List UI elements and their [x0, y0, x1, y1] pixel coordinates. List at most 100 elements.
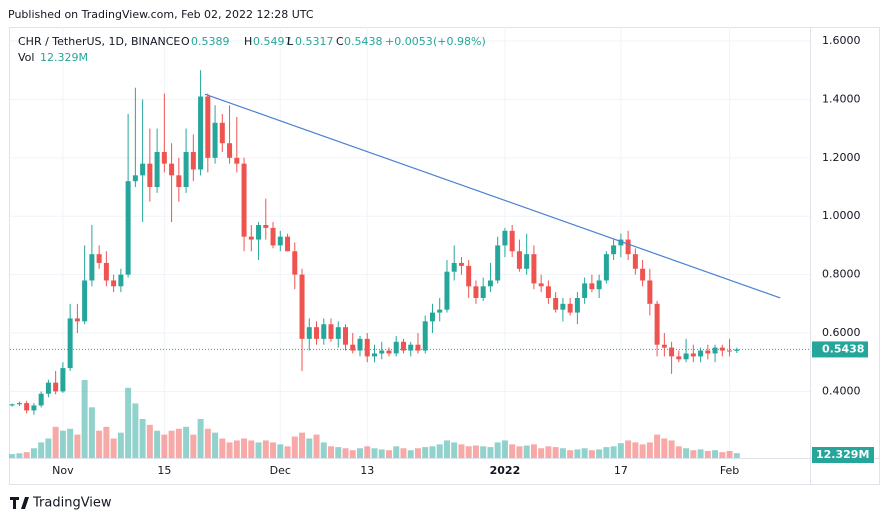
- candle-body: [400, 341, 406, 351]
- volume-bar: [81, 380, 88, 458]
- candle-body: [661, 344, 667, 348]
- volume-bar: [429, 446, 436, 458]
- x-tick-label: 17: [614, 464, 628, 477]
- candle-body: [343, 327, 349, 345]
- candle-body: [321, 324, 327, 339]
- volume-legend: Vol 12.329M: [18, 51, 88, 64]
- candle-body: [487, 280, 493, 287]
- volume-bar: [125, 387, 132, 458]
- volume-bar: [291, 436, 298, 458]
- y-tick-label: 1.6000: [822, 34, 861, 47]
- brand: TradingView: [32, 496, 112, 511]
- volume-bar: [712, 450, 719, 458]
- volume-bar: [393, 446, 400, 458]
- candle-body: [560, 303, 566, 310]
- candle-body: [357, 338, 363, 351]
- y-tick-label: 1.4000: [822, 92, 861, 105]
- candle-body: [640, 268, 646, 281]
- volume-bar: [632, 442, 639, 458]
- volume-bar: [23, 452, 30, 458]
- candle-body: [74, 318, 80, 322]
- candle-body: [328, 324, 334, 339]
- candle-body: [256, 224, 262, 240]
- brand-logo: [10, 497, 29, 509]
- volume-bar: [299, 432, 306, 458]
- volume-bar: [545, 446, 552, 458]
- candle-body: [31, 405, 37, 411]
- candle-body: [103, 262, 109, 281]
- candle-body: [53, 382, 59, 392]
- volume-bar: [451, 442, 458, 458]
- x-tick-label: Nov: [52, 464, 74, 477]
- volume-bar: [690, 450, 697, 458]
- candle-body: [676, 356, 682, 360]
- volume-bar: [567, 450, 574, 458]
- candle-body: [603, 254, 609, 281]
- x-tick-label: Dec: [270, 464, 291, 477]
- candle-body: [82, 280, 88, 322]
- volume-bar: [52, 426, 59, 458]
- candle-body: [379, 350, 385, 354]
- volume-bar: [219, 438, 226, 458]
- candle-body: [241, 163, 247, 237]
- ohlc-value: 0.5317: [295, 35, 334, 48]
- volume-bar: [385, 450, 392, 458]
- x-tick-label: 15: [157, 464, 171, 477]
- ohlc-key: H: [244, 35, 252, 48]
- volume-bar: [190, 434, 197, 458]
- candle-body: [161, 151, 167, 164]
- candle-body: [176, 175, 182, 188]
- candle-body: [690, 353, 696, 357]
- last-price-label: 0.5438: [822, 342, 864, 355]
- candle-body: [582, 283, 588, 298]
- volume-bar: [697, 449, 704, 458]
- candle-body: [393, 341, 399, 354]
- volume-bar: [313, 434, 320, 458]
- candle-body: [422, 321, 428, 351]
- candle-body: [111, 280, 117, 287]
- volume-bar: [472, 445, 479, 458]
- candle-body: [299, 274, 305, 339]
- candle-body: [480, 286, 486, 298]
- x-tick-label: 13: [360, 464, 374, 477]
- volume-bar: [320, 442, 327, 458]
- volume-bar: [154, 430, 161, 458]
- candle-body: [611, 245, 617, 255]
- volume-bar: [59, 430, 66, 458]
- volume-bar: [277, 444, 284, 458]
- volume-bar: [610, 446, 617, 458]
- candle-body: [277, 236, 283, 246]
- candle-body: [625, 239, 631, 255]
- candle-body: [270, 227, 276, 246]
- last-price-box: [812, 341, 868, 358]
- candle-body: [698, 350, 704, 357]
- volume-bar: [96, 430, 103, 458]
- candle-body: [16, 403, 22, 405]
- trend-line: [204, 93, 781, 299]
- ohlc-key: C: [336, 35, 344, 48]
- volume-bar: [414, 448, 421, 458]
- volume-bar: [364, 446, 371, 458]
- candle-body: [647, 280, 653, 304]
- candle-body: [219, 122, 225, 144]
- volume-bar: [175, 428, 182, 458]
- volume-bar: [183, 426, 190, 458]
- volume-bar: [306, 438, 313, 458]
- candle-body: [169, 163, 175, 176]
- volume-bar: [74, 434, 81, 458]
- candle-body: [89, 254, 95, 281]
- ohlc-value: 0.5438: [344, 35, 383, 48]
- candle-body: [24, 403, 30, 411]
- y-tick-label: 0.4000: [822, 384, 861, 397]
- volume-bar: [719, 452, 726, 458]
- volume-bar: [400, 448, 407, 458]
- candle-body: [516, 251, 522, 269]
- ohlc-key: L: [287, 35, 294, 48]
- volume-bar: [509, 444, 516, 458]
- legend: CHR / TetherUS, 1D, BINANCE O0.5389 H0.5…: [18, 35, 486, 48]
- volume-bar: [501, 440, 508, 458]
- candle-body: [140, 163, 146, 176]
- volume-price-label: 12.329M: [816, 448, 869, 461]
- volume-bar: [110, 438, 117, 458]
